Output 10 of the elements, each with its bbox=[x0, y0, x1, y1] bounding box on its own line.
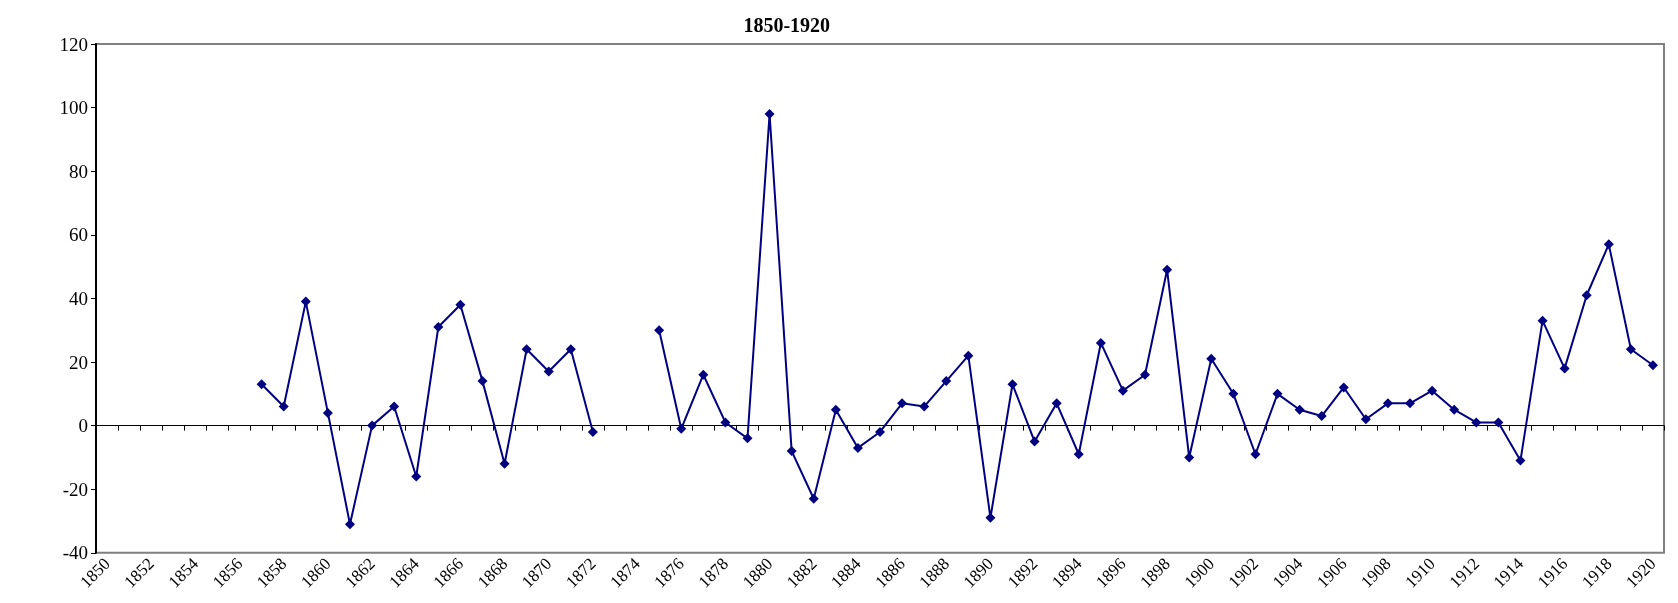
y-tick-label: -20 bbox=[62, 478, 88, 500]
y-tick-label: 0 bbox=[78, 415, 88, 437]
chart-title: 1850-1920 bbox=[743, 14, 831, 36]
y-tick-label: 60 bbox=[69, 224, 88, 246]
y-tick-label: -40 bbox=[62, 542, 88, 564]
y-tick-label: 20 bbox=[69, 351, 88, 373]
y-tick-label: 80 bbox=[69, 160, 88, 182]
y-tick-label: 40 bbox=[69, 287, 88, 309]
y-tick-label: 100 bbox=[59, 97, 88, 119]
y-tick-label: 120 bbox=[59, 33, 88, 55]
